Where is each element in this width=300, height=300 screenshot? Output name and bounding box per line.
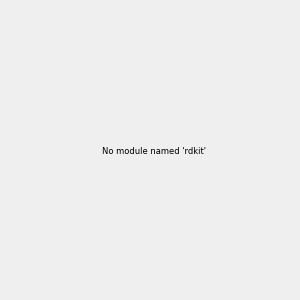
Text: No module named 'rdkit': No module named 'rdkit' (102, 147, 206, 156)
